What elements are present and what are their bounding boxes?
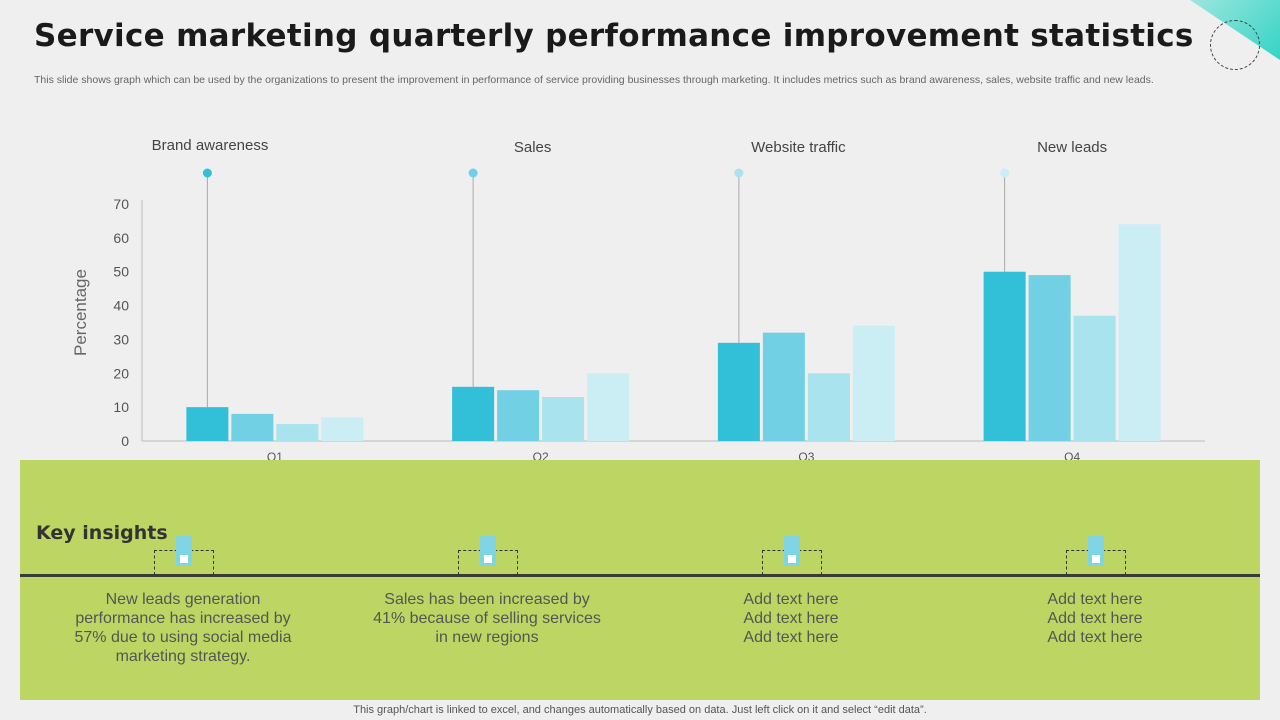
legend-pin-dot-2 xyxy=(734,168,744,178)
y-tick-label: 30 xyxy=(113,331,129,347)
insight-text-2: Sales has been increased by 41% because … xyxy=(373,591,601,646)
footer-note: This graph/chart is linked to excel, and… xyxy=(353,704,927,716)
bar-q2-2 xyxy=(542,396,585,441)
insight-text-3: Add text here Add text here Add text her… xyxy=(743,591,839,646)
y-tick-label: 70 xyxy=(113,196,129,212)
corner-ring-decoration xyxy=(1210,20,1260,70)
key-insights-title: Key insights xyxy=(36,522,168,544)
insight-marker-2 xyxy=(458,536,518,576)
key-insights-panel: Key insights New leads generation perfor… xyxy=(20,460,1260,700)
bar-q3-3 xyxy=(852,325,895,441)
bar-q2-1 xyxy=(497,390,540,441)
bar-q4-0 xyxy=(983,271,1026,441)
legend-label-3: New leads xyxy=(1037,139,1107,156)
y-tick-label: 20 xyxy=(113,365,129,381)
insight-marker-4 xyxy=(1066,536,1126,576)
insight-marker-1 xyxy=(154,536,214,576)
legend-label-2: Website traffic xyxy=(751,139,846,156)
y-tick-label: 60 xyxy=(113,230,129,246)
bar-q3-1 xyxy=(762,332,805,441)
bar-q3-0 xyxy=(717,342,760,441)
y-axis-label: Percentage xyxy=(71,269,90,356)
bar-q1-0 xyxy=(186,407,229,441)
y-tick-label: 40 xyxy=(113,298,129,314)
insight-text-1: New leads generation performance has inc… xyxy=(74,591,292,665)
y-tick-label: 0 xyxy=(121,433,129,449)
y-tick-label: 10 xyxy=(113,399,129,415)
bar-q4-1 xyxy=(1028,275,1071,441)
bar-q1-3 xyxy=(321,417,364,441)
bar-q4-3 xyxy=(1118,224,1161,441)
page-subtitle: This slide shows graph which can be used… xyxy=(34,74,1154,86)
legend-label-0: Brand awareness xyxy=(152,137,269,154)
legend-pin-dot-3 xyxy=(1000,168,1010,178)
bar-q3-2 xyxy=(807,373,850,441)
legend-pin-dot-0 xyxy=(202,168,212,178)
insight-marker-3 xyxy=(762,536,822,576)
insight-text-4: Add text here Add text here Add text her… xyxy=(1047,591,1143,646)
legend-label-1: Sales xyxy=(514,139,552,156)
bar-q2-0 xyxy=(452,386,495,441)
y-tick-label: 50 xyxy=(113,264,129,280)
bar-q1-2 xyxy=(276,424,319,441)
page-title: Service marketing quarterly performance … xyxy=(34,18,1194,54)
bar-q1-1 xyxy=(231,413,274,441)
legend-pin-dot-1 xyxy=(468,168,478,178)
bar-q4-2 xyxy=(1073,315,1116,441)
bar-q2-3 xyxy=(587,373,630,441)
insights-timeline xyxy=(20,574,1260,577)
